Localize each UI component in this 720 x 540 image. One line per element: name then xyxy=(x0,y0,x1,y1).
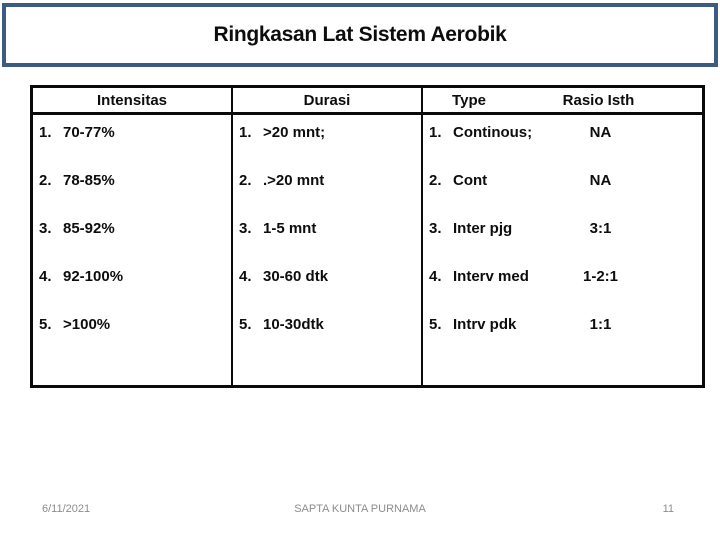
row-number: 2. xyxy=(39,172,52,189)
cell-intensitas: 5. >100% xyxy=(33,307,231,355)
header-durasi: Durasi xyxy=(233,88,423,112)
cell-rasio-value: NA xyxy=(589,124,612,141)
cell-type-rasio: 5. Intrv pdk 1:1 xyxy=(423,307,702,355)
row-number: 3. xyxy=(429,220,442,237)
cell-rasio-value: 1-2:1 xyxy=(582,268,619,285)
cell-value: 78-85% xyxy=(63,172,115,189)
footer-date: 6/11/2021 xyxy=(42,503,91,515)
row-number: 1. xyxy=(429,124,442,141)
title-box: Ringkasan Lat Sistem Aerobik xyxy=(2,3,718,67)
cell-value: 70-77% xyxy=(63,124,115,141)
row-number: 4. xyxy=(239,268,252,285)
cell-value: >20 mnt; xyxy=(263,124,326,141)
cell-durasi: 5. 10-30dtk xyxy=(233,307,421,355)
cell-rasio-value: 3:1 xyxy=(589,220,612,237)
cell-intensitas: 3. 85-92% xyxy=(33,211,231,259)
cell-type-rasio: 1. Continous; NA xyxy=(423,115,702,163)
table-body: 1. 70-77% 2. 78-85% 3. 85-92% 4. 92-100%… xyxy=(33,115,702,385)
cell-value: Inter pjg xyxy=(453,220,513,237)
cell-value: Cont xyxy=(453,172,488,189)
column-durasi: 1. >20 mnt; 2. .>20 mnt 3. 1-5 mnt 4. 30… xyxy=(233,115,423,385)
row-number: 2. xyxy=(429,172,442,189)
row-number: 5. xyxy=(39,316,52,333)
row-number: 2. xyxy=(239,172,252,189)
cell-durasi: 4. 30-60 dtk xyxy=(233,259,421,307)
header-type-rasio: Type Rasio Isth xyxy=(423,88,702,112)
cell-durasi: 1. >20 mnt; xyxy=(233,115,421,163)
row-number: 3. xyxy=(39,220,52,237)
cell-intensitas: 4. 92-100% xyxy=(33,259,231,307)
summary-table: Intensitas Durasi Type Rasio Isth 1. 70-… xyxy=(30,85,705,388)
cell-value: Interv med xyxy=(453,268,529,285)
cell-type-rasio: 2. Cont NA xyxy=(423,163,702,211)
row-number: 3. xyxy=(239,220,252,237)
footer-author: SAPTA KUNTA PURNAMA xyxy=(294,503,426,515)
cell-type-rasio: 3. Inter pjg 3:1 xyxy=(423,211,702,259)
cell-value: Continous; xyxy=(453,124,533,141)
header-type: Type xyxy=(452,92,486,109)
table-header-row: Intensitas Durasi Type Rasio Isth xyxy=(33,88,702,115)
cell-value: 92-100% xyxy=(63,268,124,285)
cell-value: 85-92% xyxy=(63,220,115,237)
column-intensitas: 1. 70-77% 2. 78-85% 3. 85-92% 4. 92-100%… xyxy=(33,115,233,385)
row-number: 1. xyxy=(239,124,252,141)
row-number: 1. xyxy=(39,124,52,141)
cell-value: 10-30dtk xyxy=(263,316,324,333)
cell-value: 30-60 dtk xyxy=(263,268,329,285)
row-number: 4. xyxy=(429,268,442,285)
cell-value: >100% xyxy=(63,316,111,333)
cell-value: Intrv pdk xyxy=(453,316,517,333)
row-number: 5. xyxy=(429,316,442,333)
cell-type-rasio: 4. Interv med 1-2:1 xyxy=(423,259,702,307)
cell-value: 1-5 mnt xyxy=(263,220,317,237)
page-title: Ringkasan Lat Sistem Aerobik xyxy=(213,23,507,46)
cell-value: .>20 mnt xyxy=(263,172,325,189)
cell-durasi: 2. .>20 mnt xyxy=(233,163,421,211)
cell-intensitas: 1. 70-77% xyxy=(33,115,231,163)
header-intensitas: Intensitas xyxy=(33,88,233,112)
cell-rasio-value: 1:1 xyxy=(589,316,612,333)
row-number: 4. xyxy=(39,268,52,285)
header-rasio: Rasio Isth xyxy=(562,92,635,109)
row-number: 5. xyxy=(239,316,252,333)
column-type-rasio: 1. Continous; NA 2. Cont NA 3. Inter pjg… xyxy=(423,115,702,385)
cell-durasi: 3. 1-5 mnt xyxy=(233,211,421,259)
cell-rasio-value: NA xyxy=(589,172,612,189)
cell-intensitas: 2. 78-85% xyxy=(33,163,231,211)
page-number: 11 xyxy=(662,503,674,515)
